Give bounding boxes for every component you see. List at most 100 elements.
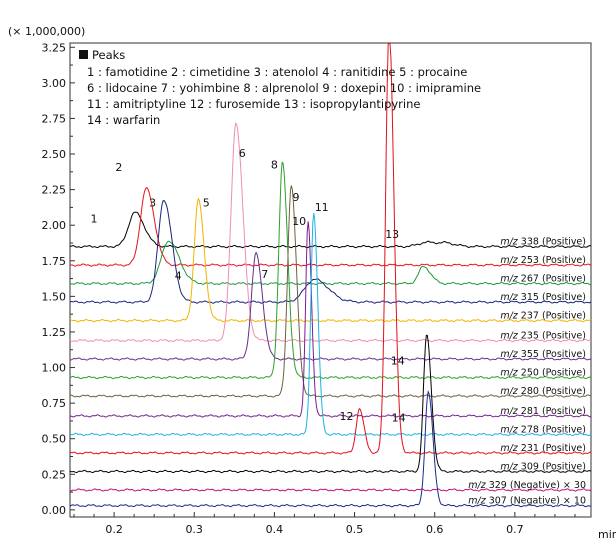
trace-line [70, 488, 592, 492]
trace-label-mz: m/z [500, 311, 518, 322]
trace-label-mz: m/z [500, 255, 518, 266]
trace-line [69, 161, 592, 380]
trace-label-mz: m/z [500, 406, 518, 417]
trace-line [69, 122, 592, 343]
trace-label: m/z 329 (Negative) × 30 [468, 480, 586, 491]
legend-title: Peaks [92, 48, 125, 62]
trace-label-mz: m/z [500, 349, 518, 360]
trace-label: m/z 307 (Negative) × 10 [468, 496, 586, 507]
trace-label-mz: m/z [500, 386, 518, 397]
trace-label: m/z 235 (Positive) [500, 331, 586, 342]
y-tick-label: 0.00 [42, 504, 67, 517]
peak-number-label: 8 [271, 158, 278, 171]
y-tick-label: 1.50 [42, 290, 67, 303]
y-tick-label: 0.50 [42, 433, 67, 446]
legend-line-3: 11 : amitriptyline 12 : furosemide 13 : … [87, 97, 420, 111]
peak-number-label: 1 [91, 212, 98, 225]
y-tick-label: 3.25 [42, 41, 67, 54]
peak-number-label: 4 [175, 269, 182, 282]
y-tick-label: 3.00 [42, 77, 67, 90]
y-tick-label: 1.25 [42, 326, 67, 339]
plot-frame [69, 42, 592, 518]
trace-label: m/z 237 (Positive) [500, 311, 586, 322]
peak-number-label: 10 [292, 215, 306, 228]
trace-line [69, 334, 592, 474]
trace-label-mz: m/z [468, 496, 486, 507]
trace-label-text: 355 (Positive) [518, 349, 586, 360]
x-tick-label: 0.6 [426, 523, 444, 536]
trace-label-text: 250 (Positive) [518, 368, 586, 379]
trace-label-text: 267 (Positive) [518, 274, 586, 285]
y-tick-label: 0.25 [42, 468, 67, 481]
trace-label: m/z 253 (Positive) [500, 255, 586, 266]
legend-marker-square [79, 50, 88, 59]
trace-label: m/z 231 (Positive) [500, 443, 586, 454]
trace-label-mz: m/z [500, 443, 518, 454]
trace-label-text: 231 (Positive) [518, 443, 586, 454]
trace-label-mz: m/z [500, 368, 518, 379]
peak-number-label: 6 [239, 147, 246, 160]
trace-label-text: 307 (Negative) × 10 [486, 496, 586, 507]
legend-line-2: 6 : lidocaine 7 : yohimbine 8 : alprenol… [87, 81, 481, 95]
peak-number-label: 14 [391, 355, 405, 368]
x-tick-label: 0.7 [506, 523, 524, 536]
trace-label: m/z 280 (Positive) [500, 386, 586, 397]
trace-label: m/z 267 (Positive) [500, 274, 586, 285]
trace-label-mz: m/z [500, 237, 518, 248]
y-multiplier-label: (× 1,000,000) [8, 25, 85, 38]
x-tick-label: 0.2 [105, 523, 123, 536]
trace-group [69, 43, 592, 508]
trace-label: m/z 281 (Positive) [500, 406, 586, 417]
trace-line [69, 199, 592, 304]
trace-label: m/z 315 (Positive) [500, 292, 586, 303]
trace-label-text: 235 (Positive) [518, 331, 586, 342]
trace-label-mz: m/z [500, 292, 518, 303]
trace-label-mz: m/z [468, 480, 486, 491]
trace-label-text: 329 (Negative) × 30 [486, 480, 586, 491]
y-tick-label: 1.00 [42, 362, 67, 375]
trace-label-mz: m/z [500, 274, 518, 285]
axes-group: 0.000.250.500.751.001.251.501.752.002.25… [42, 41, 576, 536]
trace-line [69, 213, 592, 437]
trace-line [70, 211, 592, 249]
trace-label: m/z 355 (Positive) [500, 349, 586, 360]
x-tick-label: 0.4 [266, 523, 284, 536]
peak-number-label: 13 [385, 228, 399, 241]
peak-number-label: 9 [293, 191, 300, 204]
trace-label: m/z 309 (Positive) [500, 462, 586, 473]
trace-line [69, 221, 592, 418]
peak-number-label: 12 [340, 410, 354, 423]
y-tick-label: 1.75 [42, 255, 67, 268]
trace-line [69, 197, 592, 323]
trace-label-text: 253 (Positive) [518, 255, 586, 266]
trace-label-mz: m/z [500, 424, 518, 435]
legend-line-4: 14 : warfarin [87, 113, 160, 127]
trace-label-group: m/z 338 (Positive)m/z 253 (Positive)m/z … [468, 237, 586, 507]
trace-label-text: 315 (Positive) [518, 292, 586, 303]
x-tick-label: 0.5 [346, 523, 364, 536]
trace-line [69, 43, 592, 455]
trace-label-text: 338 (Positive) [518, 237, 586, 248]
peaks-legend: Peaks 1 : famotidine 2 : cimetidine 3 : … [79, 48, 481, 127]
trace-label-mz: m/z [500, 462, 518, 473]
trace-label-text: 280 (Positive) [518, 386, 586, 397]
trace-line [69, 185, 592, 398]
trace-label-text: 237 (Positive) [518, 311, 586, 322]
trace-label-text: 278 (Positive) [518, 424, 586, 435]
trace-line [69, 240, 592, 286]
trace-label: m/z 250 (Positive) [500, 368, 586, 379]
trace-label: m/z 278 (Positive) [500, 424, 586, 435]
peak-number-label: 11 [315, 201, 329, 214]
x-axis-label: min [598, 528, 616, 541]
peak-number-label: 14 [392, 412, 406, 425]
y-tick-label: 2.75 [42, 112, 67, 125]
y-tick-label: 2.00 [42, 219, 67, 232]
trace-line [69, 251, 592, 361]
peak-number-label: 7 [261, 268, 268, 281]
y-tick-label: 0.75 [42, 397, 67, 410]
trace-label-text: 281 (Positive) [518, 406, 586, 417]
